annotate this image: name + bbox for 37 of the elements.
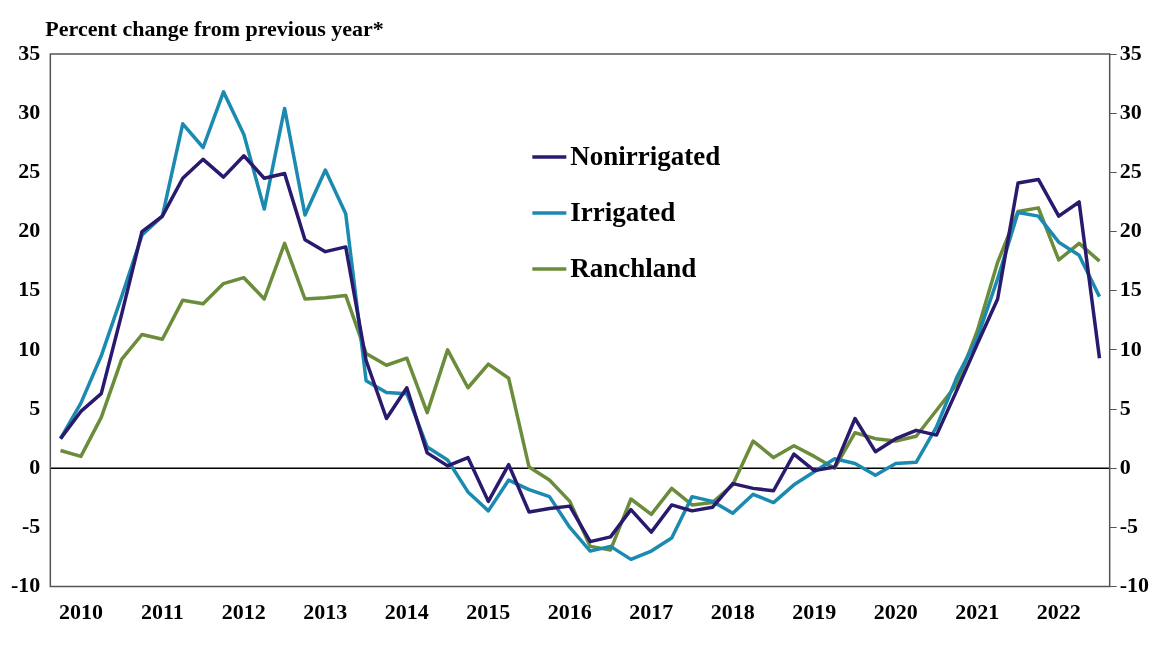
y-tick-label: 15: [18, 276, 41, 302]
y2-tick-label: 20: [1119, 217, 1142, 243]
y-tick-label: 30: [18, 98, 41, 124]
y2-tick-label: -5: [1119, 513, 1138, 539]
y-tick-label: 0: [29, 453, 41, 479]
x-tick-label: 2017: [629, 599, 674, 625]
legend-label: Irrigated: [570, 196, 676, 227]
y2-tick-label: 15: [1119, 276, 1142, 302]
y2-tick-label: 5: [1119, 394, 1131, 420]
y-tick-label: 5: [29, 394, 41, 420]
y-tick-label: -5: [22, 513, 41, 539]
x-tick-label: 2010: [58, 599, 103, 625]
y2-tick-label: 25: [1119, 158, 1142, 184]
y2-tick-label: 30: [1119, 98, 1142, 124]
y-tick-label: 20: [18, 217, 41, 243]
y-tick-label: 25: [18, 158, 41, 184]
y2-tick-label: 10: [1119, 335, 1142, 361]
y-tick-label: -10: [11, 572, 41, 598]
x-tick-label: 2013: [303, 599, 348, 625]
y2-tick-label: 0: [1119, 453, 1131, 479]
x-tick-label: 2019: [792, 599, 837, 625]
x-tick-label: 2022: [1036, 599, 1081, 625]
y-tick-label: 10: [18, 335, 41, 361]
x-tick-label: 2016: [547, 599, 592, 625]
x-tick-label: 2021: [955, 599, 1000, 625]
x-tick-label: 2015: [466, 599, 511, 625]
y2-tick-label: 35: [1119, 39, 1142, 65]
y-tick-label: 35: [18, 39, 41, 65]
x-tick-label: 2014: [384, 599, 429, 625]
x-tick-label: 2020: [873, 599, 918, 625]
legend-label: Nonirrigated: [570, 140, 721, 171]
x-tick-label: 2018: [710, 599, 755, 625]
x-tick-label: 2012: [221, 599, 266, 625]
chart-title: Percent change from previous year*: [45, 16, 384, 41]
x-tick-label: 2011: [140, 599, 184, 625]
y2-tick-label: -10: [1119, 572, 1149, 598]
legend-label: Ranchland: [570, 252, 697, 283]
